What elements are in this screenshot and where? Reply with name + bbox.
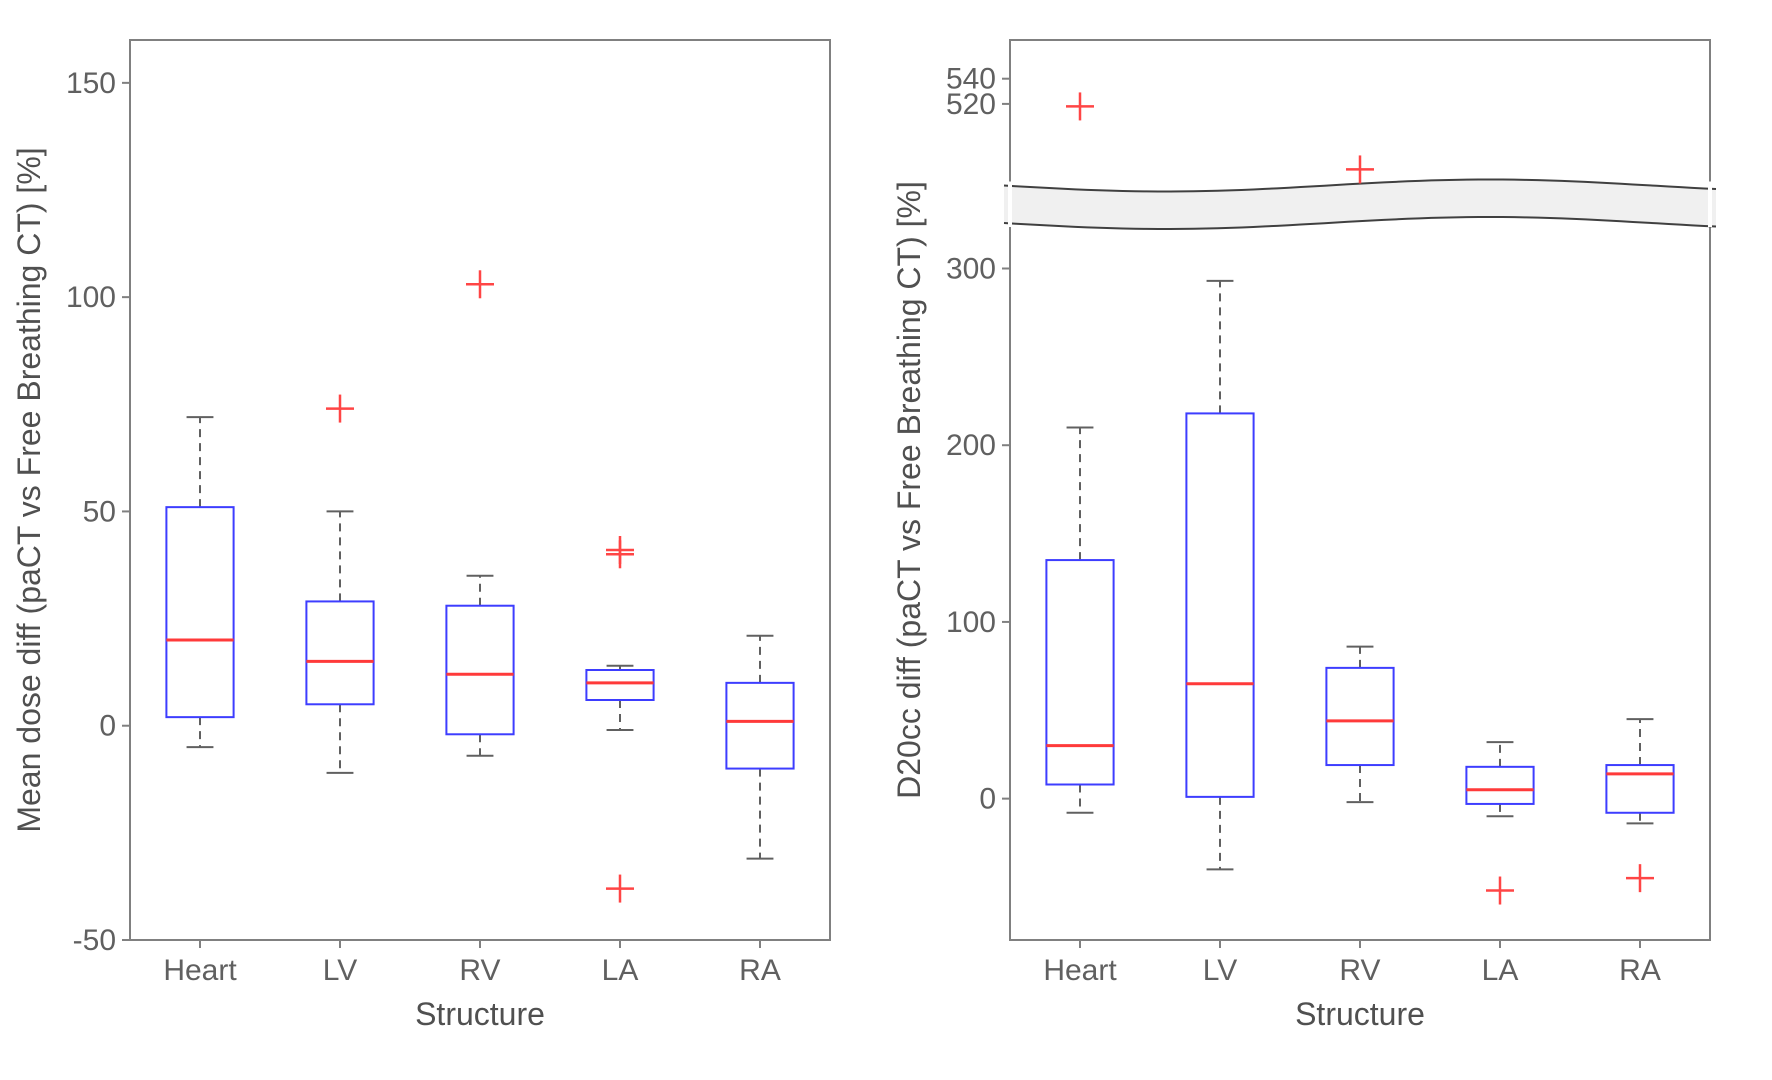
- panel-left: -50 0 50 100 150 Heart LV RV LA RA Structure Mean d…: [11, 40, 830, 1032]
- svg-text:Mean dose diff (paCT vs Free: Mean dose diff (paCT vs Free Breathing C…: [11, 147, 47, 832]
- svg-text:D20cc diff (paCT vs Free Breat: D20cc diff (paCT vs Free Breathing CT) […: [891, 181, 927, 799]
- svg-text:LA: LA: [602, 954, 639, 987]
- svg-text:Structure: Structure: [1295, 996, 1425, 1032]
- svg-text:Heart: Heart: [1043, 954, 1117, 987]
- svg-text:0: 0: [99, 710, 116, 743]
- svg-text:LV: LV: [1203, 954, 1237, 987]
- svg-text:300: 300: [946, 253, 996, 286]
- svg-text:Heart: Heart: [163, 954, 237, 987]
- svg-text:150: 150: [66, 67, 116, 100]
- svg-text:RA: RA: [739, 954, 781, 987]
- svg-text:-50: -50: [73, 924, 116, 957]
- svg-text:LA: LA: [1482, 954, 1519, 987]
- figure-svg: -50 0 50 100 150 Heart LV RV LA RA Structure Mean d…: [0, 0, 1772, 1075]
- svg-text:RA: RA: [1619, 954, 1661, 987]
- figure-container: -50 0 50 100 150 Heart LV RV LA RA Structure Mean d…: [0, 0, 1772, 1075]
- svg-text:540: 540: [946, 63, 996, 96]
- svg-text:RV: RV: [459, 954, 500, 987]
- svg-text:RV: RV: [1339, 954, 1380, 987]
- svg-text:50: 50: [83, 495, 116, 528]
- svg-text:Structure: Structure: [415, 996, 545, 1032]
- svg-text:LV: LV: [323, 954, 357, 987]
- svg-text:200: 200: [946, 429, 996, 462]
- svg-text:0: 0: [979, 783, 996, 816]
- panel-right: 0100200300520540HeartLVRVLARAStructureD2…: [891, 40, 1716, 1032]
- svg-text:100: 100: [946, 606, 996, 639]
- svg-text:100: 100: [66, 281, 116, 314]
